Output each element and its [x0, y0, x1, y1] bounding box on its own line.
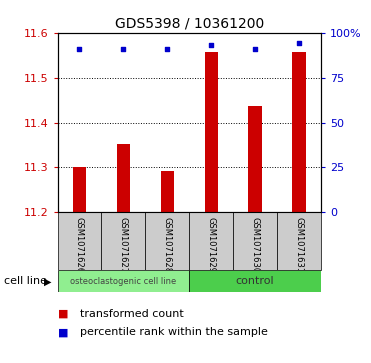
- Text: GSM1071631: GSM1071631: [295, 217, 303, 273]
- Bar: [233, 212, 277, 270]
- Text: cell line: cell line: [4, 276, 47, 286]
- Point: [208, 42, 214, 48]
- Text: GSM1071626: GSM1071626: [75, 217, 84, 273]
- Text: control: control: [236, 276, 275, 286]
- Bar: [189, 270, 321, 292]
- Bar: [58, 270, 189, 292]
- Text: ■: ■: [58, 327, 68, 337]
- Text: GSM1071628: GSM1071628: [163, 217, 172, 273]
- Bar: [189, 212, 233, 270]
- Point: [121, 46, 127, 52]
- Text: ■: ■: [58, 309, 68, 319]
- Point: [164, 46, 170, 52]
- Point: [76, 46, 82, 52]
- Bar: [101, 212, 145, 270]
- Point: [296, 41, 302, 46]
- Text: GSM1071627: GSM1071627: [119, 217, 128, 273]
- Bar: [292, 52, 306, 212]
- Bar: [145, 212, 189, 270]
- Text: GSM1071630: GSM1071630: [250, 217, 260, 273]
- Bar: [73, 167, 86, 212]
- Text: osteoclastogenic cell line: osteoclastogenic cell line: [70, 277, 177, 286]
- Title: GDS5398 / 10361200: GDS5398 / 10361200: [115, 16, 264, 30]
- Bar: [161, 171, 174, 212]
- Text: transformed count: transformed count: [80, 309, 184, 319]
- Bar: [58, 212, 101, 270]
- Bar: [277, 212, 321, 270]
- Bar: [249, 106, 262, 212]
- Text: GSM1071629: GSM1071629: [207, 217, 216, 273]
- Text: ▶: ▶: [44, 276, 51, 286]
- Bar: [117, 144, 130, 212]
- Point: [252, 46, 258, 52]
- Text: percentile rank within the sample: percentile rank within the sample: [80, 327, 267, 337]
- Bar: [204, 52, 218, 212]
